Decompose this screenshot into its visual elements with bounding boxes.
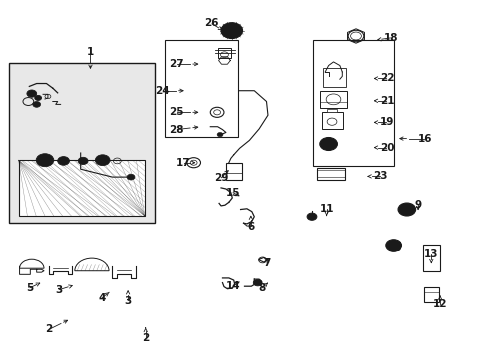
Circle shape — [253, 279, 262, 286]
Text: 9: 9 — [414, 200, 421, 210]
Circle shape — [78, 157, 88, 165]
Circle shape — [35, 95, 41, 100]
Text: 27: 27 — [168, 59, 183, 69]
Text: 25: 25 — [168, 107, 183, 117]
Wedge shape — [20, 259, 44, 268]
Text: 21: 21 — [379, 96, 394, 106]
Circle shape — [385, 240, 401, 251]
Text: 7: 7 — [263, 258, 270, 268]
Text: 14: 14 — [225, 281, 240, 291]
Text: 20: 20 — [379, 143, 394, 153]
Circle shape — [33, 102, 41, 107]
Bar — [165, 40, 237, 137]
Text: 26: 26 — [203, 18, 218, 28]
Bar — [9, 63, 154, 223]
Circle shape — [127, 174, 135, 180]
Bar — [422, 245, 439, 271]
Text: 8: 8 — [258, 283, 265, 293]
Text: 5: 5 — [26, 283, 33, 293]
Text: 2: 2 — [45, 324, 52, 334]
Text: 17: 17 — [176, 158, 190, 168]
Text: 28: 28 — [168, 125, 183, 135]
Bar — [225, 163, 241, 180]
Text: 22: 22 — [379, 73, 394, 84]
Circle shape — [217, 132, 223, 137]
Text: 23: 23 — [372, 171, 387, 181]
Bar — [19, 160, 144, 216]
Text: 24: 24 — [155, 86, 169, 96]
Text: 13: 13 — [423, 249, 438, 259]
Circle shape — [221, 23, 242, 39]
Text: 3: 3 — [124, 296, 131, 306]
Bar — [326, 109, 337, 112]
Text: 1: 1 — [87, 47, 94, 57]
Circle shape — [326, 143, 330, 145]
Text: 3: 3 — [55, 285, 62, 295]
Circle shape — [306, 213, 316, 220]
Text: 16: 16 — [417, 134, 432, 144]
Circle shape — [27, 90, 37, 97]
Bar — [322, 112, 342, 129]
Circle shape — [36, 154, 54, 167]
Bar — [316, 168, 345, 180]
Circle shape — [319, 138, 337, 150]
Text: 12: 12 — [432, 299, 447, 309]
Text: 2: 2 — [142, 333, 149, 343]
Text: 4: 4 — [98, 293, 105, 303]
Bar — [320, 91, 346, 108]
Text: 19: 19 — [379, 117, 394, 127]
Wedge shape — [75, 258, 109, 271]
Circle shape — [397, 203, 415, 216]
Bar — [424, 287, 438, 302]
Text: 18: 18 — [383, 33, 398, 43]
Text: 6: 6 — [247, 222, 254, 232]
Circle shape — [95, 155, 110, 166]
Bar — [217, 48, 231, 58]
Text: 29: 29 — [213, 173, 228, 183]
Circle shape — [391, 244, 394, 247]
Circle shape — [58, 157, 69, 165]
Bar — [322, 68, 346, 87]
Text: 15: 15 — [225, 188, 240, 198]
Text: 10: 10 — [387, 243, 402, 253]
Text: 11: 11 — [319, 204, 333, 214]
Bar — [312, 40, 393, 166]
